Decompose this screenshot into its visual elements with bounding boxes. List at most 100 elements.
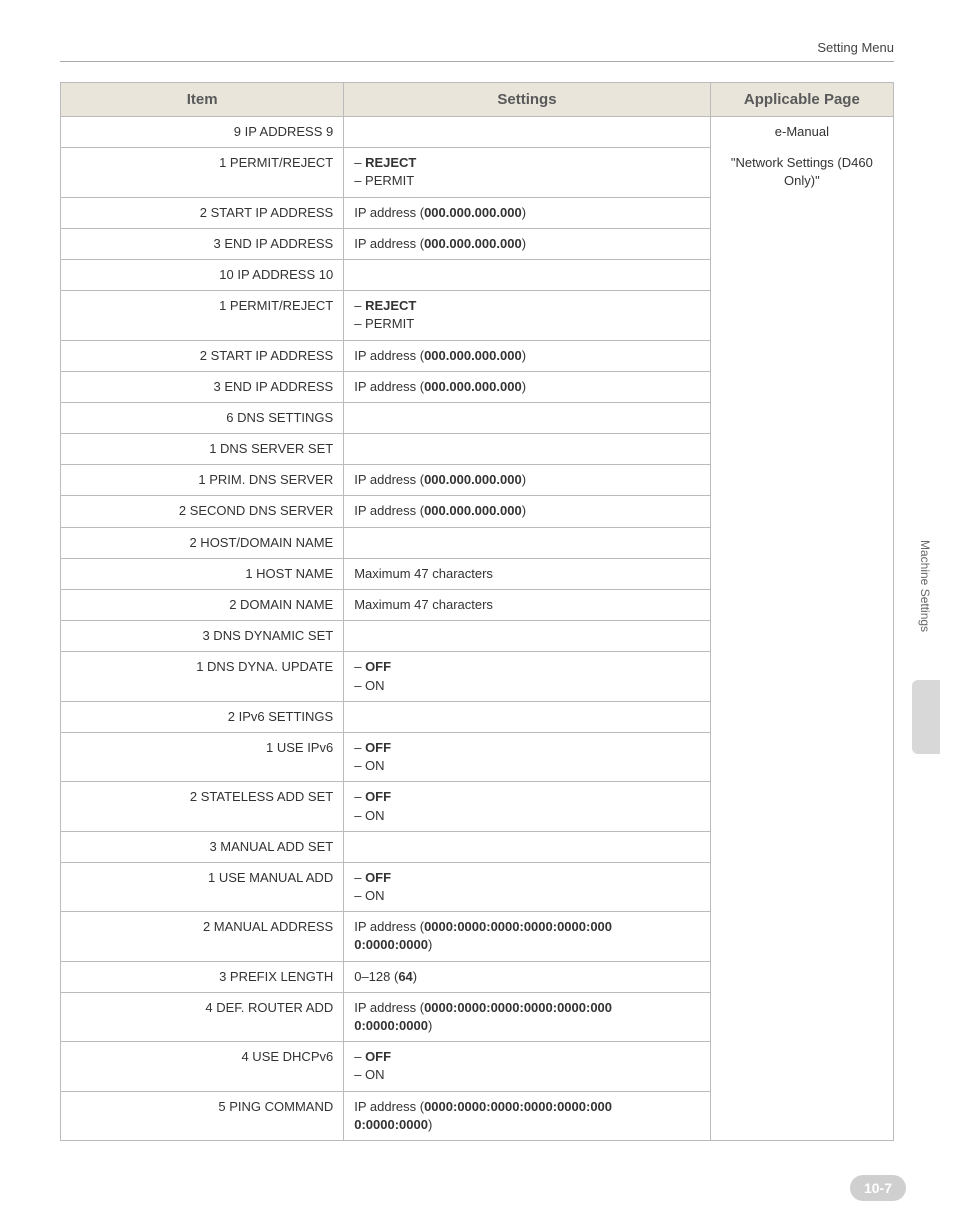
cell-settings: IP address (000.000.000.000) [344, 340, 711, 371]
table-row: 2 HOST/DOMAIN NAME [61, 527, 894, 558]
cell-settings [344, 527, 711, 558]
col-header-item: Item [61, 83, 344, 117]
table-row: 1 PERMIT/REJECT– REJECT– PERMIT [61, 291, 894, 340]
table-row: 10 IP ADDRESS 10 [61, 259, 894, 290]
table-row: 2 MANUAL ADDRESSIP address (0000:0000:00… [61, 912, 894, 961]
sidebar-tab [912, 680, 940, 754]
cell-item: 1 USE IPv6 [61, 732, 344, 781]
sidebar-tab-label: Machine Settings [918, 540, 932, 632]
cell-applicable-page [710, 961, 893, 992]
cell-applicable-page [710, 912, 893, 961]
table-row: 1 USE IPv6– OFF– ON [61, 732, 894, 781]
cell-applicable-page [710, 197, 893, 228]
cell-item: 1 HOST NAME [61, 558, 344, 589]
table-row: 2 START IP ADDRESSIP address (000.000.00… [61, 197, 894, 228]
cell-applicable-page [710, 1091, 893, 1140]
cell-applicable-page [710, 228, 893, 259]
cell-item: 9 IP ADDRESS 9 [61, 117, 344, 148]
cell-settings [344, 402, 711, 433]
cell-applicable-page [710, 340, 893, 371]
cell-applicable-page [710, 732, 893, 781]
cell-settings [344, 621, 711, 652]
cell-item: 1 USE MANUAL ADD [61, 862, 344, 911]
cell-applicable-page [710, 259, 893, 290]
cell-applicable-page [710, 402, 893, 433]
table-row: 3 MANUAL ADD SET [61, 831, 894, 862]
table-row: 3 END IP ADDRESSIP address (000.000.000.… [61, 228, 894, 259]
cell-item: 6 DNS SETTINGS [61, 402, 344, 433]
cell-settings: IP address (000.000.000.000) [344, 496, 711, 527]
cell-settings: – REJECT– PERMIT [344, 291, 711, 340]
cell-applicable-page [710, 862, 893, 911]
cell-item: 1 PRIM. DNS SERVER [61, 465, 344, 496]
cell-settings [344, 831, 711, 862]
cell-item: 3 END IP ADDRESS [61, 228, 344, 259]
cell-applicable-page [710, 558, 893, 589]
cell-item: 2 IPv6 SETTINGS [61, 701, 344, 732]
cell-settings [344, 259, 711, 290]
cell-settings [344, 434, 711, 465]
table-row: 1 HOST NAMEMaximum 47 characters [61, 558, 894, 589]
table-row: 4 USE DHCPv6– OFF– ON [61, 1042, 894, 1091]
cell-item: 1 PERMIT/REJECT [61, 291, 344, 340]
settings-table: Item Settings Applicable Page 9 IP ADDRE… [60, 82, 894, 1141]
cell-item: 2 START IP ADDRESS [61, 197, 344, 228]
cell-settings: – OFF– ON [344, 862, 711, 911]
cell-applicable-page [710, 782, 893, 831]
cell-settings [344, 117, 711, 148]
table-row: 9 IP ADDRESS 9 e-Manual [61, 117, 894, 148]
cell-settings: Maximum 47 characters [344, 558, 711, 589]
col-header-page: Applicable Page [710, 83, 893, 117]
table-row: 4 DEF. ROUTER ADDIP address (0000:0000:0… [61, 992, 894, 1041]
cell-item: 2 DOMAIN NAME [61, 590, 344, 621]
cell-applicable-page [710, 371, 893, 402]
cell-applicable-page: e-Manual [710, 117, 893, 148]
table-row: 3 END IP ADDRESSIP address (000.000.000.… [61, 371, 894, 402]
cell-applicable-page [710, 291, 893, 340]
cell-settings: – OFF– ON [344, 1042, 711, 1091]
cell-applicable-page [710, 831, 893, 862]
cell-settings: IP address (000.000.000.000) [344, 197, 711, 228]
cell-applicable-page [710, 590, 893, 621]
cell-item: 2 STATELESS ADD SET [61, 782, 344, 831]
col-header-settings: Settings [344, 83, 711, 117]
cell-settings: IP address (000.000.000.000) [344, 371, 711, 402]
table-row: 1 DNS SERVER SET [61, 434, 894, 465]
header-section-title: Setting Menu [817, 40, 894, 55]
cell-applicable-page [710, 434, 893, 465]
cell-settings: IP address (0000:0000:0000:0000:0000:000… [344, 912, 711, 961]
cell-applicable-page [710, 621, 893, 652]
cell-item: 5 PING COMMAND [61, 1091, 344, 1140]
table-row: 1 PERMIT/REJECT– REJECT– PERMIT"Network … [61, 148, 894, 197]
cell-applicable-page: "Network Settings (D460 Only)" [710, 148, 893, 197]
cell-item: 4 DEF. ROUTER ADD [61, 992, 344, 1041]
cell-item: 3 END IP ADDRESS [61, 371, 344, 402]
cell-item: 3 MANUAL ADD SET [61, 831, 344, 862]
table-row: 1 USE MANUAL ADD– OFF– ON [61, 862, 894, 911]
table-row: 2 START IP ADDRESSIP address (000.000.00… [61, 340, 894, 371]
cell-applicable-page [710, 701, 893, 732]
table-row: 5 PING COMMANDIP address (0000:0000:0000… [61, 1091, 894, 1140]
cell-applicable-page [710, 652, 893, 701]
cell-item: 2 START IP ADDRESS [61, 340, 344, 371]
table-row: 1 PRIM. DNS SERVERIP address (000.000.00… [61, 465, 894, 496]
cell-settings: – OFF– ON [344, 652, 711, 701]
cell-settings: – OFF– ON [344, 782, 711, 831]
table-row: 1 DNS DYNA. UPDATE– OFF– ON [61, 652, 894, 701]
table-row: 2 IPv6 SETTINGS [61, 701, 894, 732]
cell-applicable-page [710, 527, 893, 558]
cell-settings: IP address (000.000.000.000) [344, 465, 711, 496]
cell-item: 1 DNS DYNA. UPDATE [61, 652, 344, 701]
cell-item: 10 IP ADDRESS 10 [61, 259, 344, 290]
table-row: 2 STATELESS ADD SET– OFF– ON [61, 782, 894, 831]
table-row: 2 DOMAIN NAMEMaximum 47 characters [61, 590, 894, 621]
cell-applicable-page [710, 1042, 893, 1091]
table-row: 3 PREFIX LENGTH0–128 (64) [61, 961, 894, 992]
table-row: 3 DNS DYNAMIC SET [61, 621, 894, 652]
cell-applicable-page [710, 992, 893, 1041]
cell-settings: – REJECT– PERMIT [344, 148, 711, 197]
cell-settings: IP address (0000:0000:0000:0000:0000:000… [344, 992, 711, 1041]
table-row: 2 SECOND DNS SERVERIP address (000.000.0… [61, 496, 894, 527]
cell-item: 3 DNS DYNAMIC SET [61, 621, 344, 652]
table-row: 6 DNS SETTINGS [61, 402, 894, 433]
